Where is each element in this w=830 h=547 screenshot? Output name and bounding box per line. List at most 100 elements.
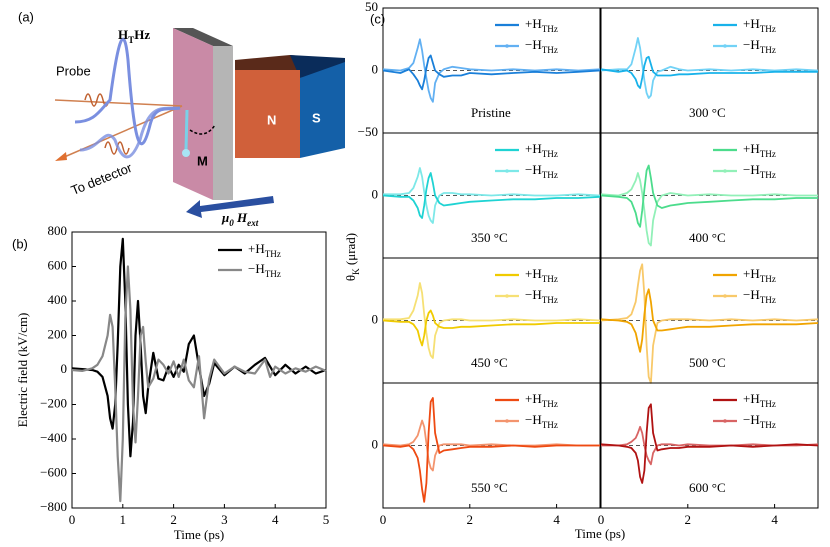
- field-label: HTHz: [118, 27, 150, 45]
- panel-annotation: Pristine: [471, 105, 511, 120]
- y-tick-label: 0: [372, 436, 379, 451]
- y-tick-label: −50: [358, 124, 378, 139]
- series-line: [71, 265, 327, 503]
- y-tick-label: 50: [365, 0, 378, 14]
- series-line: [382, 309, 600, 347]
- x-tick-label: 0: [598, 512, 605, 527]
- x-tick-label: 1: [120, 512, 127, 527]
- beam-arrow: [55, 152, 67, 161]
- y-tick-label: 800: [48, 223, 68, 238]
- detector-label: To detector: [69, 160, 135, 198]
- y-tick-label: 400: [48, 292, 68, 307]
- n-label: N: [267, 112, 276, 127]
- magnetization-tip: [182, 149, 190, 157]
- x-tick-label: 0: [380, 512, 387, 527]
- diagram: (a) HTHz Probe To detector M N S μ0 Hext: [18, 9, 345, 228]
- field-arrow: [186, 196, 274, 218]
- x-tick-label: 4: [272, 512, 279, 527]
- legend-label: +HTHz: [743, 266, 776, 284]
- panel-label: (c): [370, 11, 385, 26]
- series-line: [382, 38, 601, 103]
- legend-label: −HTHz: [248, 261, 281, 279]
- magnet-s: [300, 62, 345, 158]
- x-tick-label: 3: [221, 512, 228, 527]
- legend-marker: [723, 44, 727, 48]
- y-tick-label: 0: [372, 311, 379, 326]
- legend-label: +HTHz: [525, 141, 558, 159]
- legend-marker: [723, 294, 727, 298]
- x-axis-label: Time (ps): [174, 527, 224, 542]
- legend-label: −HTHz: [525, 412, 558, 430]
- y-axis-label: θK (μrad): [343, 233, 361, 281]
- x-tick-label: 0: [69, 512, 76, 527]
- legend-label: −HTHz: [743, 162, 776, 180]
- legend-label: +HTHz: [743, 16, 776, 34]
- panel-label: (b): [12, 236, 28, 251]
- series-line: [600, 263, 819, 384]
- legend-label: −HTHz: [525, 37, 558, 55]
- series-line: [382, 172, 601, 219]
- legend-label: +HTHz: [525, 266, 558, 284]
- series-line: [382, 54, 601, 91]
- y-tick-label: 200: [48, 326, 68, 341]
- legend-label: +HTHz: [248, 241, 281, 259]
- probe-beam: [54, 99, 183, 107]
- series-line: [600, 164, 818, 228]
- thz-wave: [74, 37, 181, 146]
- x-tick-label: 5: [323, 512, 330, 527]
- panel-annotation: 300 °C: [689, 105, 726, 120]
- series-line: [600, 288, 819, 353]
- slab-top: [173, 28, 233, 46]
- series-line: [382, 397, 600, 503]
- thz-wave-2: [79, 106, 181, 159]
- x-tick-label: 2: [467, 512, 474, 527]
- panel-annotation: 600 °C: [689, 480, 726, 495]
- series-line: [383, 282, 601, 359]
- legend-marker: [505, 419, 509, 423]
- x-tick-label: 2: [685, 512, 692, 527]
- y-tick-label: 600: [48, 257, 68, 272]
- y-tick-label: 0: [61, 361, 68, 376]
- series-line: [600, 37, 819, 99]
- legend-label: +HTHz: [525, 16, 558, 34]
- series-line: [600, 403, 819, 484]
- legend-label: +HTHz: [743, 141, 776, 159]
- y-tick-label: −200: [40, 395, 67, 410]
- panel-annotation: 400 °C: [689, 230, 726, 245]
- series-line: [71, 237, 327, 458]
- series-line: [383, 167, 601, 224]
- legend-label: −HTHz: [743, 412, 776, 430]
- series-line: [600, 55, 818, 89]
- panel-label: (a): [18, 9, 34, 24]
- probe-label: Probe: [56, 63, 91, 78]
- y-axis-label: Electric field (kV/cm): [15, 313, 30, 428]
- series-line: [600, 172, 818, 247]
- field-ext-label: μ0 Hext: [221, 210, 259, 228]
- slab-side: [213, 46, 233, 200]
- y-tick-label: 0: [372, 186, 379, 201]
- y-tick-label: −600: [40, 464, 67, 479]
- precession: [189, 124, 216, 135]
- legend-marker: [723, 419, 727, 423]
- legend-marker: [505, 294, 509, 298]
- legend-marker: [505, 169, 509, 173]
- magnetization-arrow: [184, 109, 189, 151]
- x-tick-label: 4: [553, 512, 560, 527]
- panel-annotation: 500 °C: [689, 355, 726, 370]
- legend-marker: [723, 169, 727, 173]
- legend-label: −HTHz: [743, 287, 776, 305]
- panel-annotation: 450 °C: [471, 355, 508, 370]
- x-axis-label: Time (ps): [575, 526, 625, 541]
- y-tick-label: −400: [40, 430, 67, 445]
- legend-marker: [505, 44, 509, 48]
- panel-annotation: 550 °C: [471, 480, 508, 495]
- y-tick-label: 0: [372, 61, 379, 76]
- m-label: M: [197, 153, 208, 168]
- x-tick-label: 2: [170, 512, 177, 527]
- panel-annotation: 350 °C: [471, 230, 508, 245]
- legend-label: +HTHz: [743, 391, 776, 409]
- magnet-n: [235, 70, 300, 158]
- x-tick-label: 4: [771, 512, 778, 527]
- slab-front: [173, 28, 213, 200]
